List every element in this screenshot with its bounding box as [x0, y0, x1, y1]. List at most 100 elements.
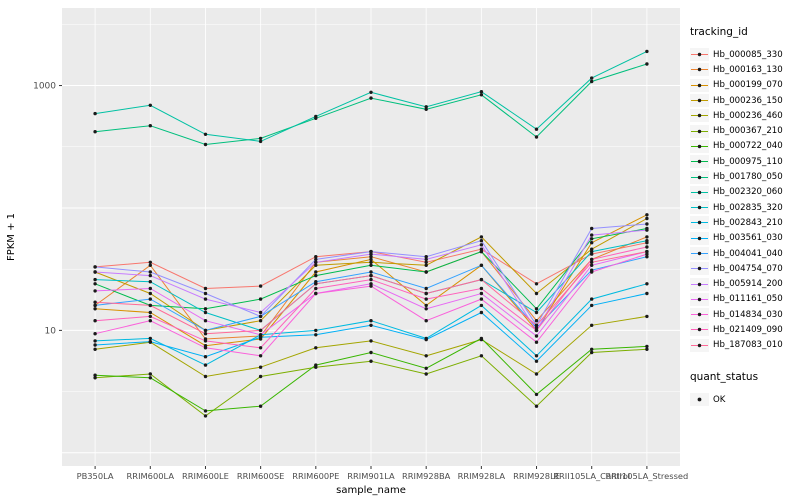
legend-item: Hb_000085_330 [690, 47, 800, 62]
data-point [479, 249, 484, 254]
data-point [314, 270, 318, 274]
data-point [590, 241, 594, 245]
data-point [645, 245, 649, 249]
data-point [369, 96, 373, 100]
data-point [424, 372, 428, 376]
x-tick-label: PB350LA [77, 471, 114, 481]
data-point [645, 252, 649, 256]
data-point [590, 350, 594, 355]
data-point [645, 216, 649, 221]
y-tick-label: 1000 [33, 82, 56, 92]
data-point [314, 282, 318, 286]
data-point [424, 270, 428, 274]
legend-item-label: Hb_000236_460 [713, 110, 783, 121]
quant-status-section: quant_status OK [690, 371, 800, 407]
x-axis-label: sample_name [336, 485, 406, 496]
data-point [258, 310, 263, 315]
legend-item: Hb_001780_050 [690, 169, 800, 184]
data-point [148, 310, 152, 315]
data-point [590, 323, 594, 327]
data-point [479, 286, 484, 291]
data-point [479, 247, 484, 251]
data-point [590, 252, 594, 256]
data-point [203, 355, 208, 359]
data-point [645, 255, 649, 259]
legend-item-label: Hb_003561_030 [713, 233, 783, 244]
legend-key-icon [690, 78, 709, 92]
data-point [369, 263, 373, 267]
legend-item-label: Hb_002835_320 [713, 202, 783, 213]
data-point [590, 247, 594, 251]
legend-key-icon [690, 262, 709, 276]
data-point [314, 333, 318, 337]
data-point [93, 265, 97, 269]
legend-key-icon [690, 109, 709, 123]
data-point [258, 365, 263, 369]
x-tick-label: RRIM928LA [458, 471, 506, 481]
data-point [314, 328, 318, 333]
data-point [258, 297, 263, 301]
data-point [93, 282, 97, 286]
data-point [148, 319, 152, 323]
legend-item-label: Hb_000085_330 [713, 49, 783, 60]
data-point [534, 328, 539, 333]
data-point [479, 336, 484, 341]
legend-item-label: Hb_000975_110 [713, 156, 783, 167]
data-point [203, 142, 208, 147]
data-point [93, 303, 97, 308]
data-point [203, 328, 208, 333]
data-point [645, 282, 649, 286]
data-point [203, 414, 208, 418]
data-point [203, 319, 208, 323]
legend-key-icon [690, 94, 709, 108]
data-point [93, 270, 97, 274]
data-point [645, 222, 649, 226]
data-point [314, 255, 318, 259]
data-point [424, 337, 428, 342]
data-point [369, 284, 373, 288]
legend-item-label: Hb_000199_070 [713, 80, 783, 91]
data-point [258, 319, 263, 323]
data-point [93, 339, 97, 343]
data-point [424, 319, 428, 323]
data-point [534, 340, 539, 344]
data-point [645, 347, 649, 351]
data-point [590, 79, 594, 84]
data-point [258, 346, 263, 350]
data-point [93, 376, 97, 380]
data-point [479, 303, 484, 308]
data-point [314, 260, 318, 264]
legend-item: Hb_021409_090 [690, 322, 800, 337]
data-point [479, 291, 484, 296]
data-point [590, 249, 594, 254]
legend-key-icon [690, 231, 709, 245]
legend-item: Hb_000236_460 [690, 108, 800, 123]
data-point [534, 334, 539, 338]
data-point [93, 289, 97, 293]
data-point [534, 372, 539, 376]
data-point [479, 310, 484, 315]
legend-key-icon [690, 185, 709, 199]
legend-item: Hb_187083_010 [690, 338, 800, 353]
data-point [424, 307, 428, 311]
data-point [93, 277, 97, 282]
data-point [645, 291, 649, 296]
data-point [258, 314, 263, 319]
data-point [590, 297, 594, 301]
legend-key-icon [690, 63, 709, 77]
data-point [258, 374, 263, 379]
data-point [148, 260, 152, 264]
data-point [534, 307, 539, 311]
data-point [479, 263, 484, 267]
legend-item: Hb_014834_030 [690, 307, 800, 322]
legend-item-label: Hb_000722_040 [713, 141, 783, 152]
data-point [369, 255, 373, 259]
data-point [148, 339, 152, 344]
data-point [369, 90, 373, 95]
data-point [534, 310, 539, 315]
x-tick-label: RRIM928LE [513, 471, 560, 481]
data-point [258, 328, 263, 333]
data-point [203, 291, 208, 296]
data-point [148, 273, 152, 278]
legend-item: Hb_000367_210 [690, 123, 800, 138]
